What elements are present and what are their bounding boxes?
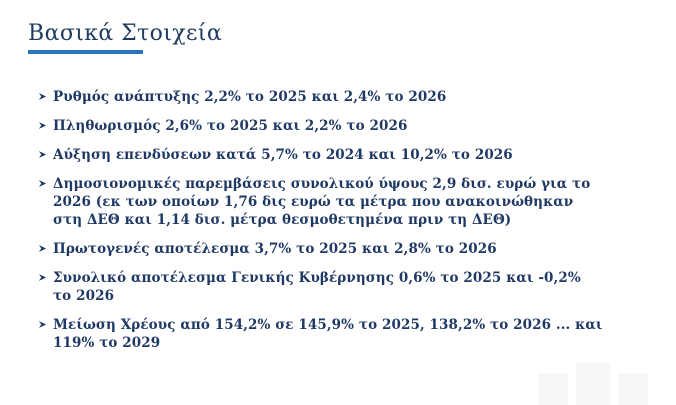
watermark-shape [538,373,568,405]
arrow-bullet-icon [38,150,47,159]
bullet-item: Πρωτογενές αποτέλεσμα 3,7% το 2025 και 2… [38,240,603,258]
bullet-text: Συνολικό αποτέλεσμα Γενικής Κυβέρνησης 0… [53,270,581,304]
arrow-bullet-icon [38,273,47,282]
page-title: Βασικά Στοιχεία [28,21,223,46]
bullet-item: Ρυθμός ανάπτυξης 2,2% το 2025 και 2,4% τ… [38,88,603,106]
arrow-bullet-icon [38,92,47,101]
faint-watermark [538,363,648,405]
bullet-text: Αύξηση επενδύσεων κατά 5,7% το 2024 και … [53,147,513,163]
bullet-item: Αύξηση επενδύσεων κατά 5,7% το 2024 και … [38,146,603,164]
bullet-text: Πληθωρισμός 2,6% το 2025 και 2,2% το 202… [53,118,408,134]
arrow-bullet-icon [38,244,47,253]
title-block: Βασικά Στοιχεία [0,0,676,54]
bullet-item: Μείωση Χρέους από 154,2% σε 145,9% το 20… [38,316,603,352]
title-underline [28,50,143,54]
arrow-bullet-icon [38,179,47,188]
bullet-text: Μείωση Χρέους από 154,2% σε 145,9% το 20… [53,317,603,351]
bullet-item: Συνολικό αποτέλεσμα Γενικής Κυβέρνησης 0… [38,269,603,305]
bullet-item: Δημοσιονομικές παρεμβάσεις συνολικού ύψο… [38,175,603,229]
watermark-shape [618,373,648,405]
arrow-bullet-icon [38,121,47,130]
bullet-text: Δημοσιονομικές παρεμβάσεις συνολικού ύψο… [53,176,591,228]
bullet-text: Πρωτογενές αποτέλεσμα 3,7% το 2025 και 2… [53,241,497,257]
bullet-item: Πληθωρισμός 2,6% το 2025 και 2,2% το 202… [38,117,603,135]
bullet-text: Ρυθμός ανάπτυξης 2,2% το 2025 και 2,4% τ… [53,89,447,105]
bullet-list: Ρυθμός ανάπτυξης 2,2% το 2025 και 2,4% τ… [38,88,603,352]
arrow-bullet-icon [38,320,47,329]
watermark-shape [576,363,610,405]
